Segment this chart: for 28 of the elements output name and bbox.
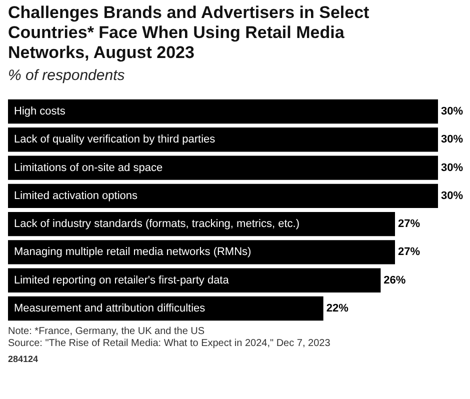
y-tick-label: Managing multiple retail media networks (RMNs) [14,246,252,258]
y-tick-label: High costs [14,106,66,118]
bar [8,296,324,321]
bar [8,184,438,208]
data-label: 22% [326,302,349,314]
data-label: 30% [441,106,464,118]
data-label: 26% [384,274,406,286]
bar [8,99,438,124]
y-tick-label: Limited activation options [14,190,138,202]
text: 284124 [8,353,40,365]
y-tick-label: Lack of industry standards (formats, tracking, metrics, etc.) [14,218,300,230]
y-tick-label: Measurement and attribution difficulties [14,302,206,314]
y-tick-label: Limitations of on-site ad space [14,162,163,174]
data-label: 30% [441,162,464,174]
text: Note: *France, Germany, the UK and the US [8,326,206,338]
y-tick-label: Lack of quality verification by third parties [14,134,216,146]
bar [8,156,438,180]
source-note: Source: "The Rise of Retail Media: What to Expect in 2024," Dec 7, 2023 [8,338,332,350]
bar [8,128,438,152]
bar [8,240,395,264]
bar [8,268,381,292]
chart-title: Challenges Brands and Advertisers in Select Countries* Face When Using Retail Media Networks, August 2023 [8,3,370,62]
data-label: 27% [398,246,420,258]
chart-subtitle: % of respondents [8,67,126,84]
data-label: 27% [398,218,420,230]
data-label: 30% [441,134,464,146]
data-label: 30% [441,190,464,202]
y-tick-label: Limited reporting on retailer's first-party data [14,274,230,286]
